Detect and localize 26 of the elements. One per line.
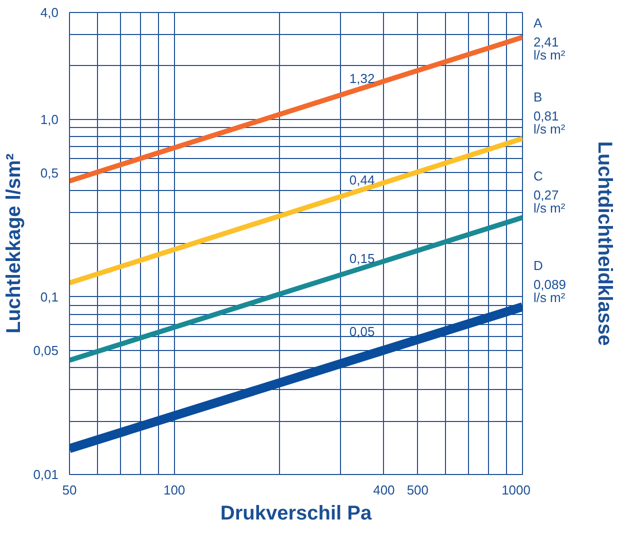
y-tick-label: 0,1	[40, 289, 59, 304]
annotation: 1,32	[349, 71, 375, 86]
text: C	[533, 168, 543, 184]
series-label: A	[533, 16, 542, 30]
x-axis-title: Drukverschil Pa	[220, 502, 372, 524]
text: 0,81 l/s m²	[533, 108, 566, 137]
x-tick-label: 50	[62, 482, 77, 498]
y-tick-label: 0,5	[40, 165, 59, 180]
text: D	[533, 258, 543, 273]
y-tick-label: 4,0	[40, 5, 59, 20]
x-tick-label: 400	[373, 482, 395, 498]
text: 2,41 l/s m²	[533, 34, 566, 62]
y-tick-label: 0,05	[33, 342, 59, 358]
x-tick-label: 1000	[502, 482, 530, 498]
y-tick-label: 1,0	[40, 112, 59, 127]
annotation: 0,15	[349, 250, 375, 266]
text: B	[533, 90, 542, 105]
annotation: 0,44	[349, 172, 375, 188]
y2-axis-title: Luchtdichtheidklasse	[594, 141, 616, 346]
x-tick-label: 100	[163, 482, 186, 498]
y-axis-title: Luchtlekkage l/sm²	[3, 153, 26, 334]
text: 0,089 l/s m²	[533, 276, 566, 305]
y-tick-label: 0,01	[33, 467, 59, 482]
annotation: 0,05	[349, 324, 375, 339]
x-tick-label: 500	[406, 482, 429, 498]
text: 0,27 l/s m²	[533, 188, 566, 216]
